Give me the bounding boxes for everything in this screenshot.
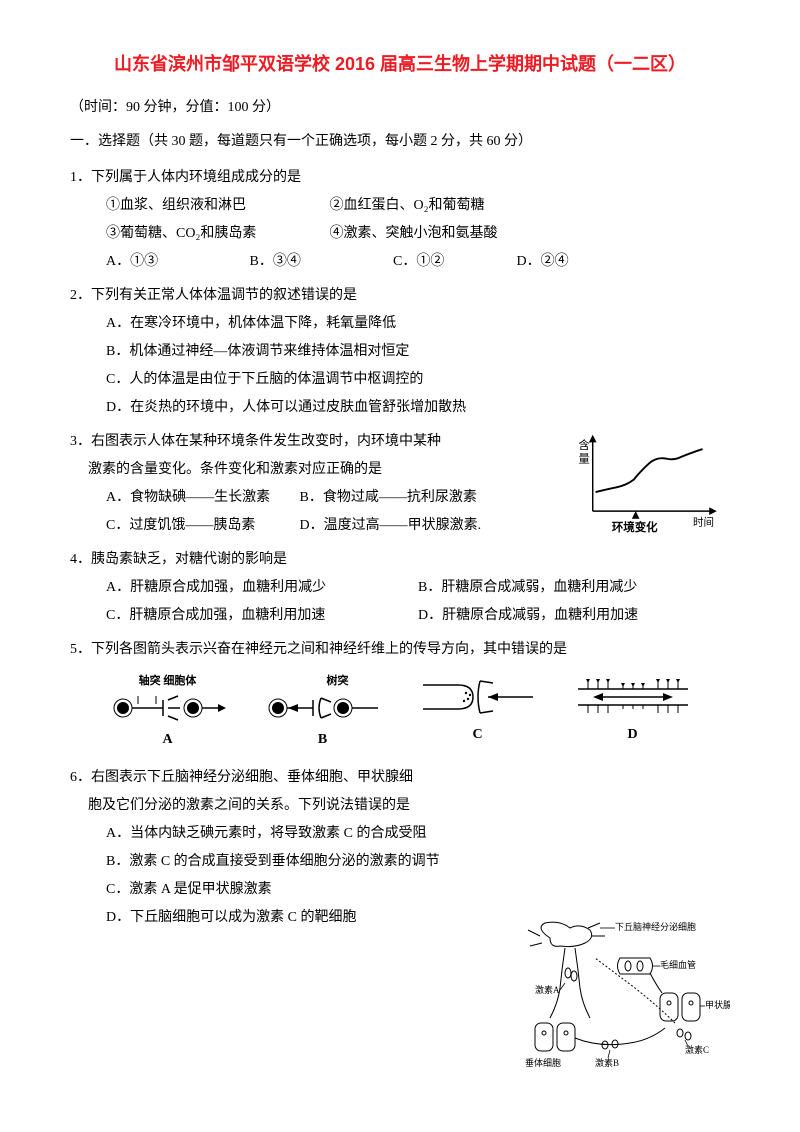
q5-diagrams: 轴突 细胞体 A 树突 (70, 664, 730, 758)
q1-subs: ①血浆、组织液和淋巴 ②血红蛋白、O₂和葡萄糖 (70, 192, 730, 220)
q1-sub1: ①血浆、组织液和淋巴 (106, 192, 326, 220)
q2-stem: 2．下列有关正常人体体温调节的叙述错误的是 (70, 282, 730, 310)
question-5: 5．下列各图箭头表示兴奋在神经元之间和神经纤维上的传导方向，其中错误的是 轴突 … (70, 636, 730, 758)
q4-stem: 4．胰岛素缺乏，对糖代谢的影响是 (70, 546, 730, 574)
q5-stem: 5．下列各图箭头表示兴奋在神经元之间和神经纤维上的传导方向，其中错误的是 (70, 636, 730, 664)
svg-text:激素B: 激素B (595, 1057, 619, 1068)
section-header: 一．选择题（共 30 题，每道题只有一个正确选项，每小题 2 分，共 60 分） (70, 130, 730, 150)
exam-meta: （时间：90 分钟，分值：100 分） (70, 96, 730, 116)
page-title: 山东省滨州市邹平双语学校 2016 届高三生物上学期期中试题（一二区） (70, 50, 730, 76)
q3-AB: A．食物缺碘——生长激素 B．食物过咸——抗利尿激素 (70, 484, 730, 512)
q4-C: C．肝糖原合成加强，血糖利用加速 (106, 602, 418, 630)
question-6: 6．右图表示下丘脑神经分泌细胞、垂体细胞、甲状腺细 胞及它们分泌的激素之间的关系… (70, 764, 730, 932)
question-3: 3．右图表示人体在某种环境条件发生改变时，内环境中某种 激素的含量变化。条件变化… (70, 428, 730, 540)
q3-stem1: 3．右图表示人体在某种环境条件发生改变时，内环境中某种 (70, 428, 730, 456)
q4-D: D．肝糖原合成减弱，血糖利用加速 (418, 602, 730, 630)
q1-stem: 1．下列属于人体内环境组成成分的是 (70, 164, 730, 192)
q1-sub3: ③葡萄糖、CO₂和胰岛素 (106, 220, 326, 248)
q6-stem2: 胞及它们分泌的激素之间的关系。下列说法错误的是 (70, 792, 730, 820)
q3-stem2: 激素的含量变化。条件变化和激素对应正确的是 (70, 456, 730, 484)
q3-D: D．温度过高——甲状腺激素. (300, 512, 482, 540)
q6-D: D．下丘脑细胞可以成为激素 C 的靶细胞 (70, 904, 500, 932)
q1-sub4: ④激素、突触小泡和氨基酸 (330, 226, 498, 241)
q2-B: B．机体通过神经—体液调节来维持体温相对恒定 (70, 338, 730, 366)
q5-diagA: 轴突 细胞体 A (93, 670, 243, 754)
q1-optA: A．①③ (106, 248, 246, 276)
q6-stem1: 6．右图表示下丘脑神经分泌细胞、垂体细胞、甲状腺细 (70, 764, 730, 792)
svg-text:毛细血管: 毛细血管 (660, 959, 696, 970)
q3-CD: C．过度饥饿——胰岛素 D．温度过高——甲状腺激素. (70, 512, 730, 540)
q1-optC: C．①② (393, 248, 513, 276)
q5-diagD: D (558, 675, 708, 749)
q4-row2: C．肝糖原合成加强，血糖利用加速 D．肝糖原合成减弱，血糖利用加速 (70, 602, 730, 630)
q5-diagB: 树突 B (248, 670, 398, 754)
q3-B: B．食物过咸——抗利尿激素 (300, 484, 477, 512)
q6-diagram: 下丘脑神经分泌细胞 激素A 毛细血管 甲状腺细胞 垂体细胞 激素B 激素C (520, 918, 730, 1078)
q4-A: A．肝糖原合成加强，血糖利用减少 (106, 574, 418, 602)
q6-B: B．激素 C 的合成直接受到垂体细胞分泌的激素的调节 (70, 848, 500, 876)
q1-optD: D．②④ (517, 248, 569, 276)
q1-sub2: ②血红蛋白、O₂和葡萄糖 (330, 198, 485, 213)
q1-optB: B．③④ (250, 248, 390, 276)
q1-subs2: ③葡萄糖、CO₂和胰岛素 ④激素、突触小泡和氨基酸 (70, 220, 730, 248)
q6-C: C．激素 A 是促甲状腺激素 (70, 876, 500, 904)
svg-text:激素C: 激素C (685, 1044, 709, 1055)
q1-options: A．①③ B．③④ C．①② D．②④ (70, 248, 730, 276)
q3-A: A．食物缺碘——生长激素 (106, 484, 296, 512)
svg-text:激素A: 激素A (535, 984, 560, 995)
q2-D: D．在炎热的环境中，人体可以通过皮肤血管舒张增加散热 (70, 394, 730, 422)
question-1: 1．下列属于人体内环境组成成分的是 ①血浆、组织液和淋巴 ②血红蛋白、O₂和葡萄… (70, 164, 730, 276)
q2-A: A．在寒冷环境中，机体体温下降，耗氧量降低 (70, 310, 730, 338)
question-2: 2．下列有关正常人体体温调节的叙述错误的是 A．在寒冷环境中，机体体温下降，耗氧… (70, 282, 730, 422)
q4-row1: A．肝糖原合成加强，血糖利用减少 B．肝糖原合成减弱，血糖利用减少 (70, 574, 730, 602)
q5-diagC: C (403, 675, 553, 749)
q4-B: B．肝糖原合成减弱，血糖利用减少 (418, 574, 730, 602)
svg-text:垂体细胞: 垂体细胞 (525, 1057, 561, 1068)
q3-C: C．过度饥饿——胰岛素 (106, 512, 296, 540)
q2-C: C．人的体温是由位于下丘脑的体温调节中枢调控的 (70, 366, 730, 394)
question-4: 4．胰岛素缺乏，对糖代谢的影响是 A．肝糖原合成加强，血糖利用减少 B．肝糖原合… (70, 546, 730, 630)
q6-A: A．当体内缺乏碘元素时，将导致激素 C 的合成受阻 (70, 820, 500, 848)
svg-text:甲状腺细胞: 甲状腺细胞 (705, 999, 730, 1010)
